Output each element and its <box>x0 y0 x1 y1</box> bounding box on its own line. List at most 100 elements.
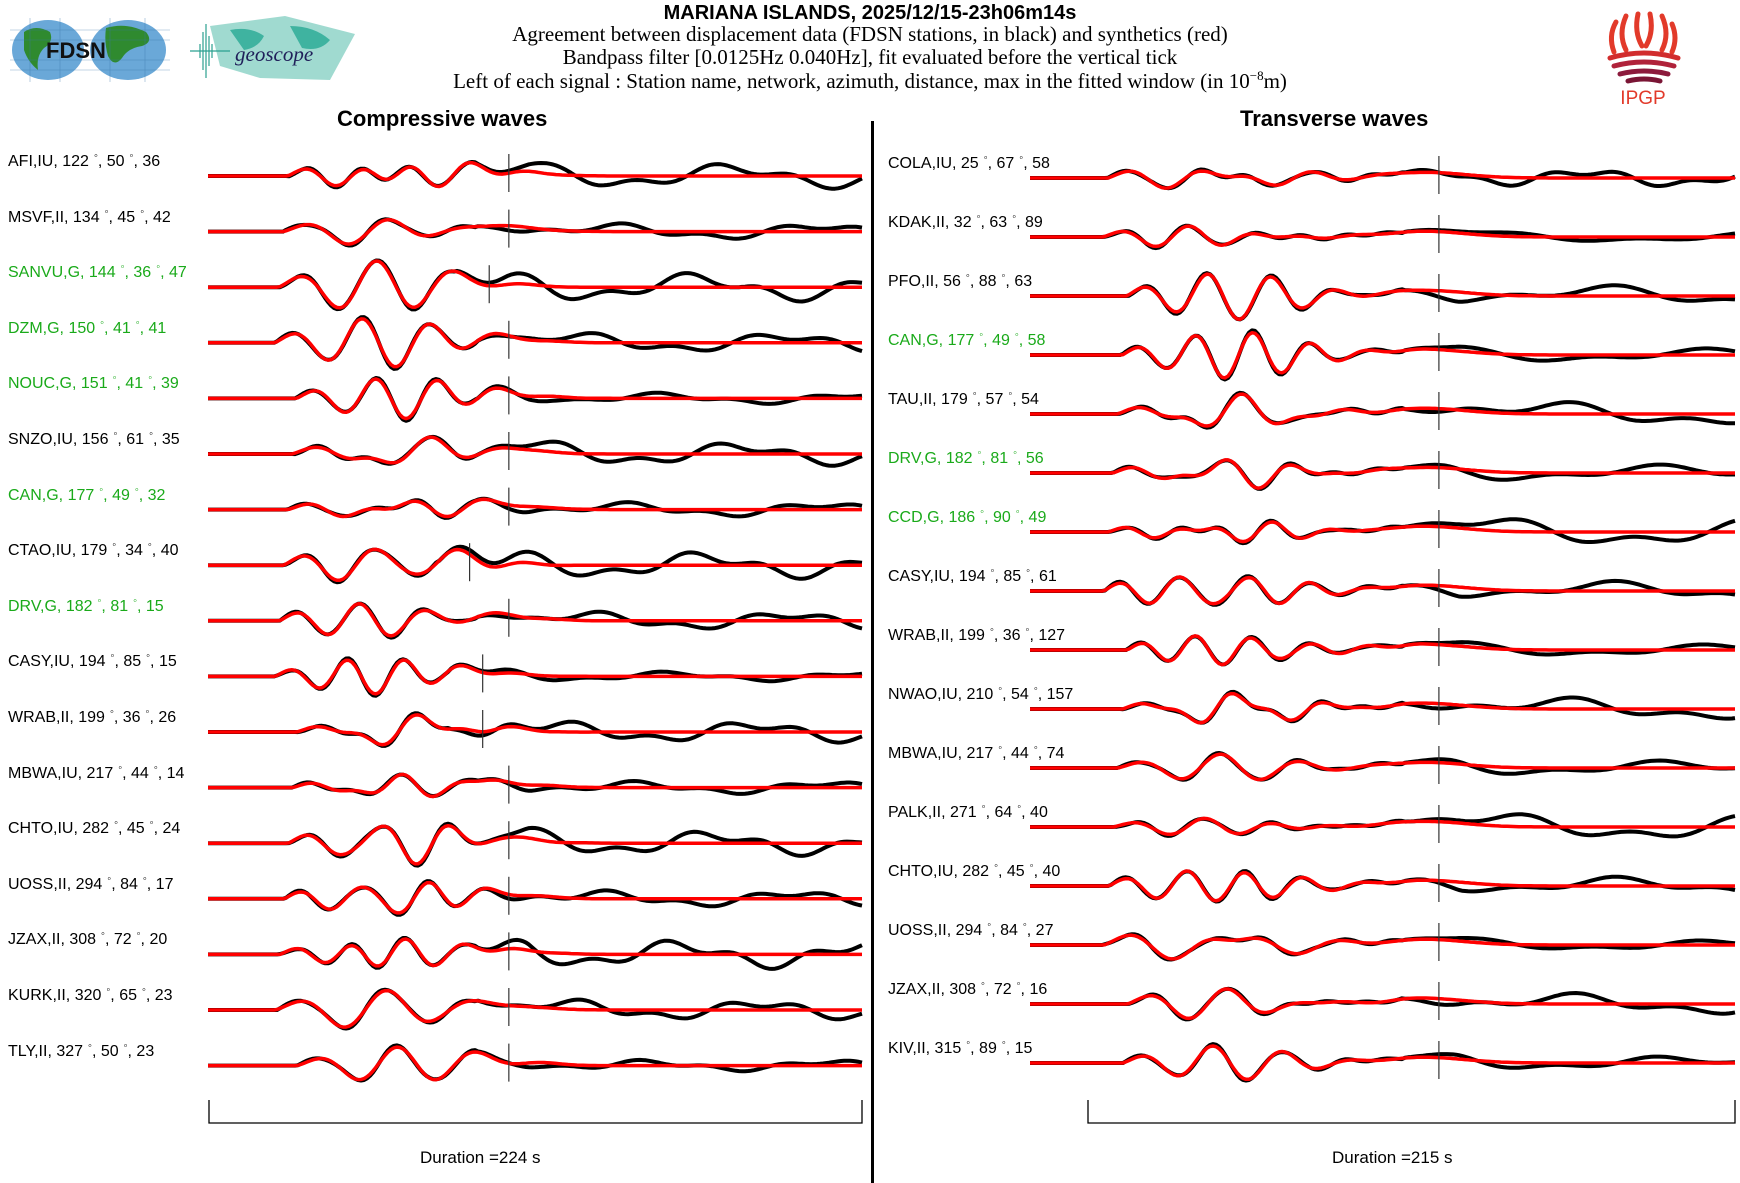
max-amplitude: 58 <box>1027 332 1046 349</box>
max-amplitude: 17 <box>155 875 174 893</box>
azimuth: 156 <box>81 431 109 448</box>
station-label: DRV,G, 182 ◦, 81 ◦, 56 <box>888 447 1044 467</box>
ipgp-logo-text: IPGP <box>1620 88 1665 108</box>
azimuth: 179 <box>941 391 968 408</box>
transverse-duration-label: Duration =215 s <box>1332 1148 1453 1167</box>
azimuth: 271 <box>949 804 977 821</box>
azimuth: 294 <box>75 875 103 893</box>
max-amplitude: 36 <box>142 153 161 170</box>
station-code: KDAK,II <box>888 214 945 231</box>
max-amplitude: 58 <box>1032 155 1050 172</box>
station-code: JZAX,II <box>888 981 941 998</box>
synthetic-trace <box>1030 869 1735 903</box>
distance: 45 <box>1006 863 1025 880</box>
station-code: COLA,IU <box>888 155 953 172</box>
synthetic-trace <box>1030 272 1735 322</box>
max-amplitude: 15 <box>158 653 177 671</box>
fdsn-logo-text: FDSN <box>46 38 106 63</box>
distance: 50 <box>100 1042 119 1060</box>
data-trace <box>1030 932 1736 962</box>
azimuth: 194 <box>958 568 986 585</box>
distance: 72 <box>993 981 1012 998</box>
distance: 85 <box>1003 568 1022 585</box>
distance: 44 <box>131 764 149 782</box>
station-label: CCD,G, 186 ◦, 90 ◦, 49 <box>888 506 1047 526</box>
station-label: WRAB,II, 199 ◦, 36 ◦, 127 <box>888 624 1066 644</box>
station-code: TLY,II <box>8 1042 48 1060</box>
station-label: CAN,G, 177 ◦, 49 ◦, 32 <box>8 483 166 504</box>
station-label: NWAO,IU, 210 ◦, 54 ◦, 157 <box>888 683 1074 703</box>
station-code: MBWA,IU <box>8 764 78 782</box>
exponent: −8 <box>1249 68 1264 83</box>
max-amplitude: 32 <box>147 486 166 504</box>
synthetic-trace <box>208 217 862 246</box>
station-label: CAN,G, 177 ◦, 49 ◦, 58 <box>888 329 1046 349</box>
azimuth: 327 <box>56 1042 84 1060</box>
station-code: CASY,IU <box>8 653 70 671</box>
distance: 34 <box>125 542 143 560</box>
ipgp-logo: IPGP <box>1607 11 1681 108</box>
station-label: KDAK,II, 32 ◦, 63 ◦, 89 <box>888 211 1043 231</box>
fdsn-logo: FDSN <box>10 18 170 82</box>
station-label: TAU,II, 179 ◦, 57 ◦, 54 <box>888 388 1039 408</box>
synthetic-trace <box>1030 933 1735 961</box>
max-amplitude: 127 <box>1038 627 1066 644</box>
azimuth: 177 <box>947 332 975 349</box>
station-label: COLA,IU, 25 ◦, 67 ◦, 58 <box>888 152 1050 172</box>
subtitle-line-3: Left of each signal : Station name, netw… <box>0 68 1740 94</box>
azimuth: 151 <box>80 375 108 393</box>
max-amplitude: 26 <box>158 709 177 726</box>
synthetic-trace <box>1030 169 1735 190</box>
azimuth: 282 <box>82 820 110 838</box>
synthetic-trace <box>208 713 862 747</box>
max-amplitude: 74 <box>1046 745 1065 762</box>
azimuth: 282 <box>962 863 990 880</box>
synthetic-trace <box>208 259 862 310</box>
station-code: AFI,IU <box>8 153 54 170</box>
station-label: DRV,G, 182 ◦, 81 ◦, 15 <box>8 594 164 615</box>
synthetic-trace <box>208 988 862 1029</box>
max-amplitude: 63 <box>1014 273 1033 290</box>
station-code: SNZO,IU <box>8 431 73 448</box>
station-code: SANVU,G <box>8 264 81 282</box>
station-label: CHTO,IU, 282 ◦, 45 ◦, 24 <box>8 817 181 838</box>
panel-divider <box>871 121 874 1183</box>
station-label: MBWA,IU, 217 ◦, 44 ◦, 14 <box>8 761 185 782</box>
synthetic-trace <box>1030 691 1735 725</box>
distance: 63 <box>989 214 1008 231</box>
azimuth: 122 <box>62 153 89 170</box>
azimuth: 194 <box>78 653 106 671</box>
station-code: CHTO,IU <box>888 863 954 880</box>
synthetic-trace <box>208 880 862 915</box>
azimuth: 210 <box>966 686 994 703</box>
distance: 61 <box>126 431 145 448</box>
station-label: CASY,IU, 194 ◦, 85 ◦, 61 <box>888 565 1057 585</box>
azimuth: 25 <box>960 155 979 172</box>
max-amplitude: 42 <box>153 208 171 226</box>
synthetic-trace <box>1030 520 1735 544</box>
station-code: CTAO,IU <box>8 542 72 560</box>
synthetic-trace <box>208 658 862 696</box>
azimuth: 32 <box>953 214 972 231</box>
distance: 72 <box>113 931 132 949</box>
station-label: CHTO,IU, 282 ◦, 45 ◦, 40 <box>888 860 1061 880</box>
max-amplitude: 41 <box>148 319 167 337</box>
synthetic-trace <box>1030 752 1735 782</box>
synthetic-trace <box>208 937 862 968</box>
synthetic-trace <box>1030 1044 1735 1082</box>
distance: 41 <box>125 375 144 393</box>
max-amplitude: 20 <box>149 931 168 949</box>
subtitle-line-2: Bandpass filter [0.0125Hz 0.040Hz], fit … <box>562 45 1178 69</box>
max-amplitude: 56 <box>1025 450 1044 467</box>
station-label: MBWA,IU, 217 ◦, 44 ◦, 74 <box>888 742 1065 762</box>
azimuth: 308 <box>69 931 97 949</box>
event-title: MARIANA ISLANDS, 2025/12/15-23h06m14s <box>663 2 1077 24</box>
station-code: MBWA,IU <box>888 745 958 762</box>
synthetic-trace <box>1030 575 1735 606</box>
distance: 65 <box>119 987 137 1004</box>
subtitle-line-3-unit: m) <box>1263 69 1287 93</box>
azimuth: 186 <box>948 509 976 526</box>
synthetic-trace <box>1030 458 1735 490</box>
distance: 49 <box>992 332 1010 349</box>
station-code: NOUC,G <box>8 375 72 393</box>
